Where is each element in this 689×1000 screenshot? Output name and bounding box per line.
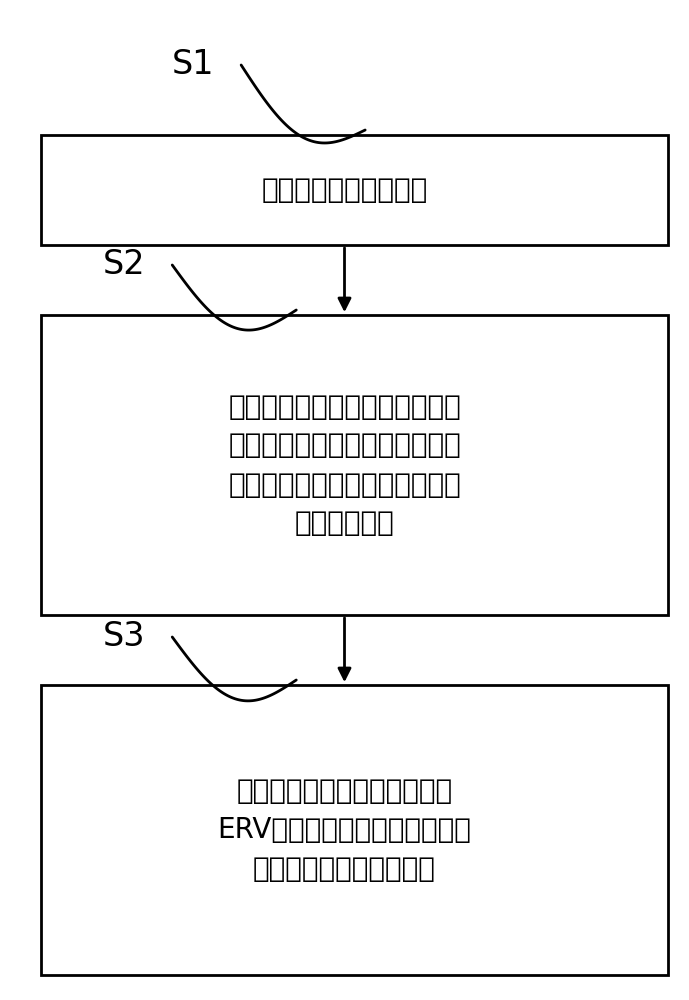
Text: 将抹除验证修正单元连接于位线
与页缓冲器之间，并使抹除验证
修正单元中的多个接地开关对应
地连接至位线: 将抹除验证修正单元连接于位线 与页缓冲器之间，并使抹除验证 修正单元中的多个接地…	[228, 392, 461, 538]
Text: S1: S1	[172, 48, 214, 82]
FancyBboxPatch shape	[41, 135, 668, 245]
FancyBboxPatch shape	[41, 315, 668, 615]
FancyBboxPatch shape	[41, 685, 668, 975]
Text: S2: S2	[103, 248, 145, 282]
Text: 取得已毁损的位线地址: 取得已毁损的位线地址	[261, 176, 428, 204]
Text: S3: S3	[103, 620, 145, 654]
Text: 设定该等接地开关，以在接收
ERV时，使连接至已毁损位线的
接地开关连接至接地电压: 设定该等接地开关，以在接收 ERV时，使连接至已毁损位线的 接地开关连接至接地电…	[218, 777, 471, 883]
